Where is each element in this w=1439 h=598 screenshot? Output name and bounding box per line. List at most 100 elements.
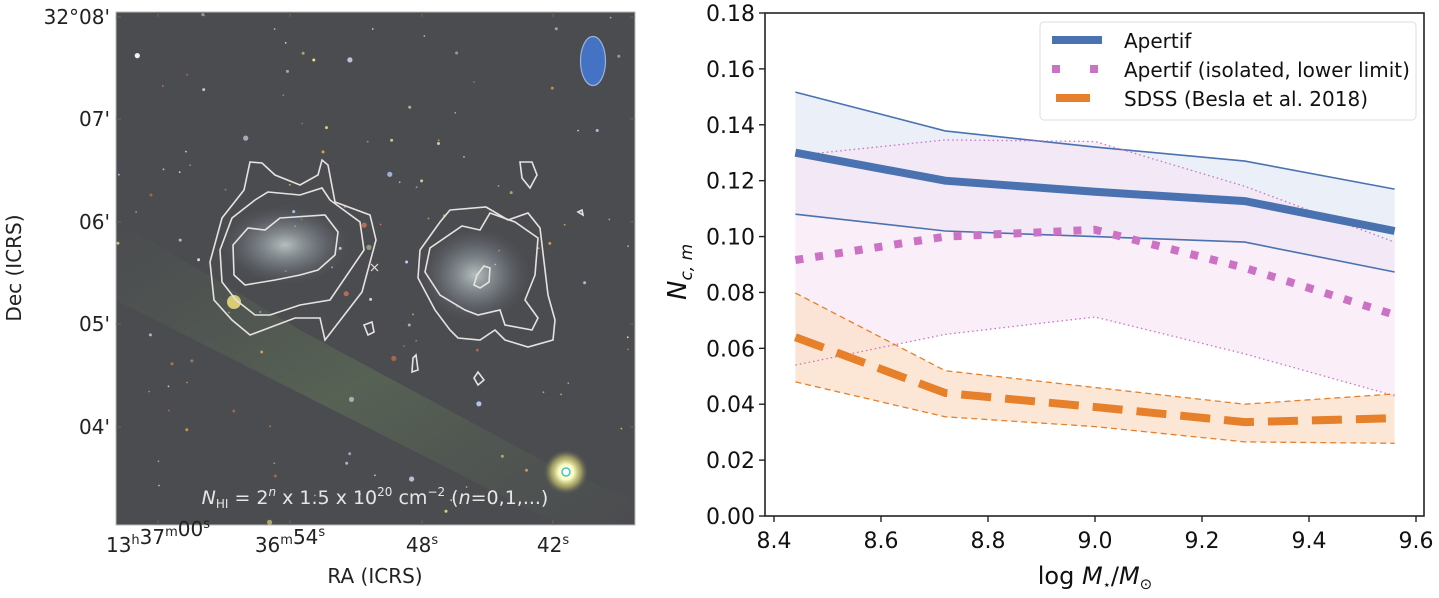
star (302, 52, 305, 55)
star (555, 27, 558, 30)
star (577, 130, 579, 132)
star (367, 141, 369, 143)
x-tick-label: 9.0 (1078, 529, 1113, 554)
galaxy-right (420, 227, 530, 323)
star (405, 261, 408, 264)
x-label-m: M (1082, 562, 1103, 590)
star (374, 475, 376, 477)
star (463, 156, 465, 158)
ra-axis-label: RA (ICRS) (327, 564, 422, 588)
star (135, 211, 137, 213)
star (148, 391, 150, 393)
annotation-mid2: x 1.5 x 10 (276, 487, 377, 509)
y-tick-label: 0.18 (706, 2, 755, 27)
x-tick-label: 8.6 (864, 529, 899, 554)
star (369, 298, 372, 301)
x-tick-label: 9.6 (1399, 529, 1434, 554)
star (510, 191, 513, 194)
star (627, 349, 629, 351)
x-label-star: ⋆ (1103, 578, 1111, 593)
star (428, 218, 430, 220)
star (473, 81, 475, 83)
star (274, 475, 277, 478)
star (225, 189, 227, 191)
annotation-unit: cm (392, 487, 427, 509)
star (163, 169, 165, 171)
star (408, 106, 411, 109)
star (185, 428, 188, 431)
star (269, 425, 271, 427)
star (372, 28, 374, 30)
dec-tick-label: 07' (79, 107, 110, 131)
x-tick-label: 9.2 (1185, 529, 1220, 554)
star (118, 174, 120, 176)
star (301, 123, 303, 125)
star (286, 70, 289, 73)
y-label-n: N (663, 281, 693, 300)
star (349, 397, 354, 402)
star (259, 311, 261, 313)
y-label-sub: c, m (677, 244, 697, 281)
dec-tick-label: 32°08' (44, 5, 110, 29)
star (197, 258, 200, 261)
hi-annotation: NHI = 2n x 1.5 x 1020 cm−2 (n=0,1,...) (202, 485, 549, 511)
star (399, 181, 401, 183)
beam-ellipse (581, 37, 606, 86)
star (179, 239, 182, 242)
annotation-exp-20: 20 (377, 485, 392, 499)
star (189, 164, 191, 166)
star (274, 28, 276, 30)
star (390, 139, 393, 142)
star (498, 185, 500, 187)
star (267, 520, 272, 525)
star (150, 194, 153, 197)
star (203, 15, 205, 17)
star (273, 463, 275, 465)
star (412, 314, 414, 316)
x-tick-label: 9.4 (1292, 529, 1327, 554)
annotation-exp-unit: −2 (427, 485, 445, 499)
star (476, 401, 481, 406)
star (135, 53, 140, 58)
star (424, 35, 426, 37)
x-tick-label: 8.8 (971, 529, 1006, 554)
star (476, 349, 479, 352)
star (117, 242, 120, 245)
annotation-suffix-n: n (459, 487, 471, 509)
star (538, 247, 540, 249)
star (260, 351, 263, 354)
star (158, 485, 160, 487)
star (312, 59, 315, 62)
star (202, 88, 205, 91)
star (162, 85, 164, 87)
star (171, 362, 174, 365)
legend-label-sdss-besla-et-al-2018: SDSS (Besla et al. 2018) (1124, 87, 1368, 111)
sky-image-panel: NHI = 2n x 1.5 x 1020 cm−2 (n=0,1,...) 1… (0, 0, 650, 594)
star (596, 129, 599, 132)
ra-tick-label: 36m54s (255, 525, 326, 557)
star (621, 428, 623, 430)
annotation-mid: = 2 (228, 487, 268, 509)
dec-tick-label: 04' (79, 415, 110, 439)
star (445, 510, 448, 513)
star (243, 136, 248, 141)
star (190, 359, 193, 362)
star (437, 142, 440, 145)
annotation-suffix-b: =0,1,...) (471, 487, 549, 509)
star (285, 42, 287, 44)
y-tick-label: 0.08 (706, 281, 755, 306)
star (366, 245, 371, 250)
star (289, 184, 291, 186)
star (610, 17, 612, 19)
star (617, 55, 620, 58)
star (232, 410, 235, 413)
star (228, 312, 230, 314)
bright-star (544, 450, 588, 494)
star (282, 94, 284, 96)
sky-image-figure: NHI = 2n x 1.5 x 1020 cm−2 (n=0,1,...) 1… (0, 0, 650, 594)
star (438, 139, 440, 141)
star (583, 281, 586, 284)
star (380, 224, 382, 226)
y-tick-label: 0.06 (706, 337, 755, 362)
